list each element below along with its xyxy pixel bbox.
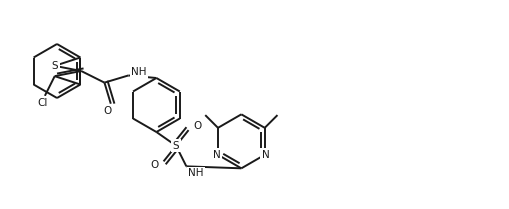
Text: O: O <box>103 106 111 116</box>
Text: O: O <box>193 121 202 131</box>
Text: N: N <box>213 150 220 160</box>
Text: S: S <box>51 61 58 71</box>
Text: NH: NH <box>131 68 147 78</box>
Text: O: O <box>150 160 158 170</box>
Text: NH: NH <box>188 168 204 178</box>
Text: S: S <box>173 141 179 151</box>
Text: Cl: Cl <box>38 98 48 108</box>
Text: N: N <box>261 150 269 160</box>
